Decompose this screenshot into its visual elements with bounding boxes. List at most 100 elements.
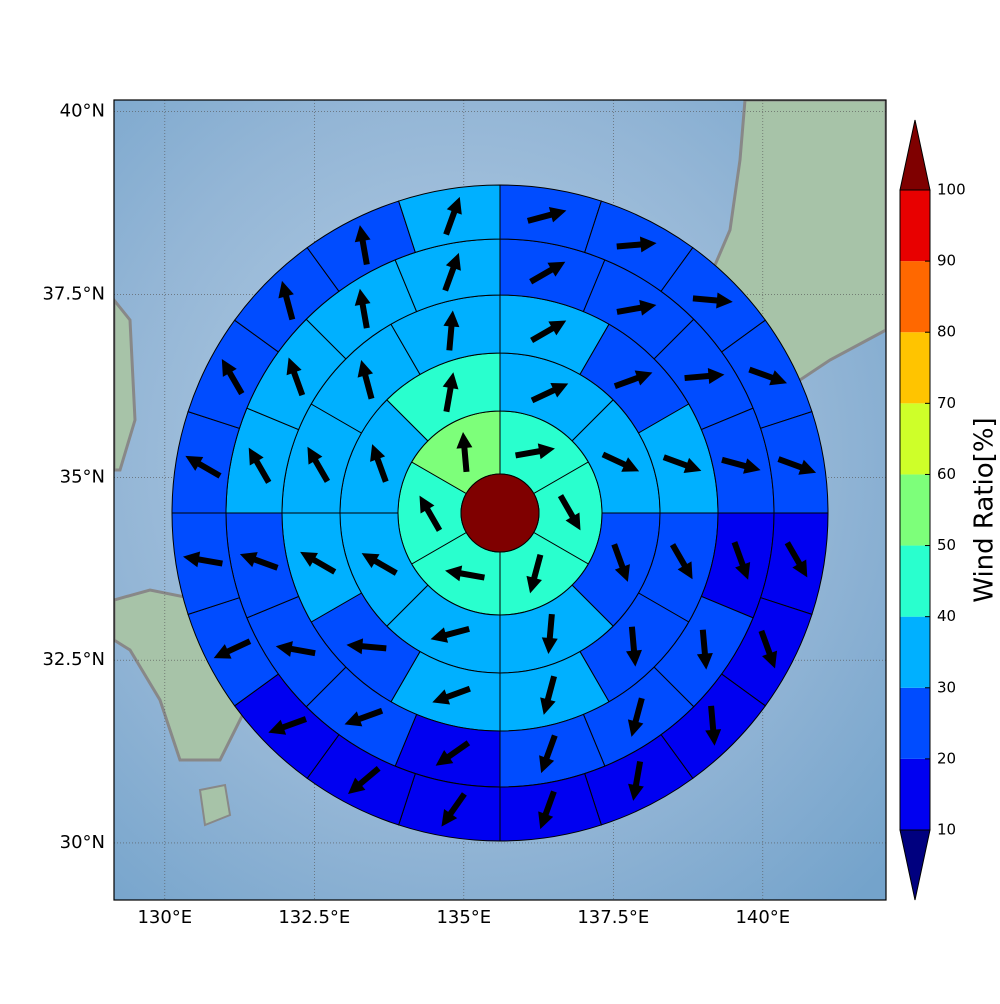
wind-arrow bbox=[684, 368, 725, 384]
wind-arrow bbox=[669, 543, 693, 580]
wind-arrow bbox=[539, 734, 558, 774]
colorbar: 10 20 30 40 50 60 70 80 90 100 bbox=[899, 119, 966, 901]
x-tick-label: 137.5°E bbox=[577, 907, 649, 928]
wind-arrow bbox=[616, 236, 657, 253]
colorbar-over bbox=[899, 119, 931, 191]
colorbar-level bbox=[900, 332, 930, 404]
wind-arrow bbox=[268, 716, 307, 735]
wind-arrow bbox=[526, 206, 567, 224]
wind-arrow bbox=[435, 740, 471, 766]
wind-arrow bbox=[529, 261, 566, 285]
colorbar-tick-label: 70 bbox=[937, 394, 956, 412]
wind-arrow bbox=[361, 553, 398, 576]
colorbar-tick-label: 10 bbox=[937, 821, 956, 839]
wind-arrow bbox=[443, 196, 462, 236]
wind-arrow bbox=[419, 495, 443, 532]
wind-arrow bbox=[526, 553, 544, 594]
wind-arrow bbox=[613, 370, 653, 390]
wind-arrow bbox=[248, 447, 272, 484]
wind-arrow bbox=[354, 288, 371, 329]
wind-arrow bbox=[777, 456, 817, 475]
wind-arrow bbox=[628, 760, 644, 801]
colorbar-tick-label: 40 bbox=[937, 607, 956, 625]
colorbar-level bbox=[900, 261, 930, 333]
wind-arrow bbox=[748, 366, 787, 386]
wind-arrow bbox=[213, 638, 252, 659]
colorbar-tick-label: 80 bbox=[937, 323, 956, 341]
x-tick-label: 130°E bbox=[137, 907, 192, 928]
wind-arrow bbox=[221, 359, 245, 396]
colorbar-tick-label: 90 bbox=[937, 252, 956, 270]
colorbar-level bbox=[900, 545, 930, 617]
wind-arrow bbox=[530, 320, 567, 344]
colorbar-label: Wind Ratio[%] bbox=[970, 417, 1000, 602]
x-tick-label: 135°E bbox=[436, 907, 491, 928]
wind-arrow bbox=[442, 252, 461, 292]
wind-arrow bbox=[300, 551, 337, 575]
wind-arrow bbox=[346, 638, 387, 655]
wind-arrow bbox=[705, 705, 722, 746]
y-tick-label: 35°N bbox=[60, 466, 105, 487]
colorbar-tick-label: 20 bbox=[937, 749, 956, 767]
y-tick-label: 37.5°N bbox=[42, 284, 105, 305]
colorbar-tick-label: 30 bbox=[937, 678, 956, 696]
wind-arrow bbox=[275, 641, 316, 657]
y-tick-label: 40°N bbox=[60, 101, 105, 122]
wind-arrow bbox=[721, 456, 761, 474]
wind-arrow bbox=[430, 625, 470, 643]
wind-arrow bbox=[443, 310, 460, 351]
wind-arrow bbox=[611, 543, 630, 582]
wind-arrow bbox=[540, 675, 557, 715]
wind-arrow bbox=[354, 225, 371, 266]
colorbar-level bbox=[900, 474, 930, 546]
wind-arrow bbox=[541, 613, 558, 654]
plot-frame bbox=[113, 99, 887, 901]
wind-arrow bbox=[538, 790, 557, 830]
wind-arrow bbox=[441, 792, 467, 827]
wind-arrow bbox=[515, 443, 555, 460]
wind-arrow bbox=[456, 432, 473, 473]
wind-arrow bbox=[357, 360, 375, 400]
colorbar-under bbox=[899, 829, 931, 901]
x-tick-label: 140°E bbox=[735, 907, 790, 928]
wind-arrow bbox=[344, 707, 384, 727]
wind-arrow bbox=[662, 454, 702, 473]
wind-arrow bbox=[530, 383, 569, 404]
wind-arrow bbox=[183, 551, 223, 568]
wind-arrow bbox=[239, 552, 279, 571]
wind-arrow bbox=[445, 565, 485, 582]
center-circle bbox=[460, 473, 540, 553]
wind-arrow bbox=[278, 280, 296, 321]
wind-arrow bbox=[616, 299, 657, 316]
colorbar-tick-label: 100 bbox=[937, 181, 966, 199]
y-tick-label: 30°N bbox=[60, 832, 105, 853]
colorbar-level bbox=[900, 403, 930, 475]
wind-arrow bbox=[692, 292, 733, 309]
colorbar-frame bbox=[899, 189, 931, 831]
wind-arrow bbox=[627, 697, 645, 737]
wind-arrow bbox=[731, 541, 751, 580]
wind-arrow bbox=[307, 446, 331, 483]
wind-arrow bbox=[348, 766, 381, 795]
wind-arrow bbox=[442, 372, 459, 413]
wind-arrow bbox=[626, 626, 642, 667]
wind-arrow bbox=[696, 629, 713, 670]
wind-arrow bbox=[557, 494, 581, 531]
wind-arrow bbox=[784, 541, 808, 578]
y-tick-label: 32.5°N bbox=[42, 649, 105, 670]
colorbar-level bbox=[900, 190, 930, 262]
wind-arrow bbox=[185, 455, 222, 479]
wind-arrow bbox=[432, 685, 471, 705]
wind-arrow bbox=[286, 357, 306, 397]
wind-arrow bbox=[370, 444, 389, 483]
wind-arrow bbox=[601, 451, 640, 472]
colorbar-level bbox=[900, 687, 930, 759]
colorbar-level bbox=[900, 758, 930, 830]
wind-arrow bbox=[758, 629, 778, 669]
colorbar-tick-label: 60 bbox=[937, 465, 956, 483]
x-tick-label: 132.5°E bbox=[278, 907, 350, 928]
colorbar-tick-label: 50 bbox=[937, 536, 956, 554]
colorbar-level bbox=[900, 616, 930, 688]
